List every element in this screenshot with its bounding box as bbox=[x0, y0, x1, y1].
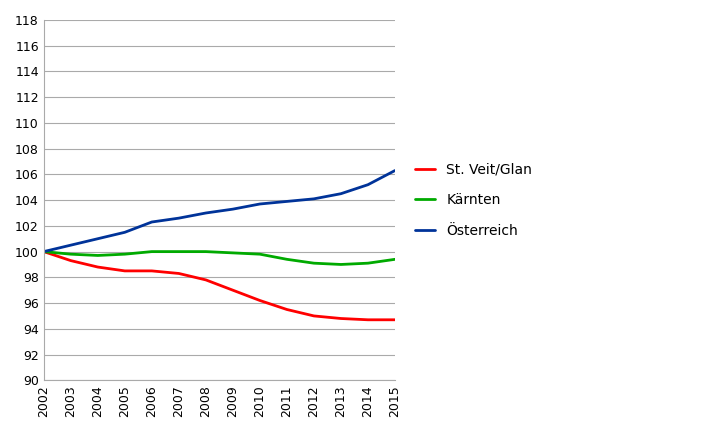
Kärnten bbox=[201, 249, 210, 254]
Kärnten bbox=[66, 251, 75, 257]
Kärnten bbox=[310, 260, 318, 266]
Kärnten bbox=[337, 262, 346, 267]
Kärnten bbox=[148, 249, 156, 254]
St. Veit/Glan bbox=[201, 277, 210, 283]
St. Veit/Glan bbox=[363, 317, 372, 322]
Line: Österreich: Österreich bbox=[44, 171, 395, 251]
St. Veit/Glan bbox=[337, 316, 346, 321]
St. Veit/Glan bbox=[121, 268, 129, 273]
Kärnten bbox=[174, 249, 183, 254]
St. Veit/Glan bbox=[228, 288, 237, 293]
St. Veit/Glan bbox=[39, 249, 48, 254]
Kärnten bbox=[363, 260, 372, 266]
Österreich bbox=[391, 168, 399, 173]
Österreich bbox=[174, 216, 183, 221]
Österreich bbox=[121, 230, 129, 235]
Kärnten bbox=[283, 257, 291, 262]
St. Veit/Glan bbox=[66, 258, 75, 263]
Kärnten bbox=[94, 253, 102, 258]
Österreich bbox=[363, 182, 372, 187]
Österreich bbox=[94, 236, 102, 241]
Österreich bbox=[256, 201, 264, 206]
Kärnten bbox=[256, 251, 264, 257]
St. Veit/Glan bbox=[256, 298, 264, 303]
St. Veit/Glan bbox=[391, 317, 399, 322]
St. Veit/Glan bbox=[148, 268, 156, 273]
St. Veit/Glan bbox=[94, 264, 102, 270]
Line: St. Veit/Glan: St. Veit/Glan bbox=[44, 251, 395, 320]
Österreich bbox=[310, 196, 318, 201]
Legend: St. Veit/Glan, Kärnten, Österreich: St. Veit/Glan, Kärnten, Österreich bbox=[409, 157, 538, 243]
St. Veit/Glan bbox=[310, 313, 318, 318]
Line: Kärnten: Kärnten bbox=[44, 251, 395, 264]
Österreich bbox=[283, 199, 291, 204]
St. Veit/Glan bbox=[174, 271, 183, 276]
Kärnten bbox=[228, 250, 237, 255]
Österreich bbox=[66, 243, 75, 248]
Österreich bbox=[148, 219, 156, 225]
Kärnten bbox=[391, 257, 399, 262]
St. Veit/Glan bbox=[283, 307, 291, 312]
Österreich bbox=[228, 206, 237, 212]
Österreich bbox=[39, 249, 48, 254]
Kärnten bbox=[39, 249, 48, 254]
Österreich bbox=[337, 191, 346, 196]
Kärnten bbox=[121, 251, 129, 257]
Österreich bbox=[201, 210, 210, 216]
